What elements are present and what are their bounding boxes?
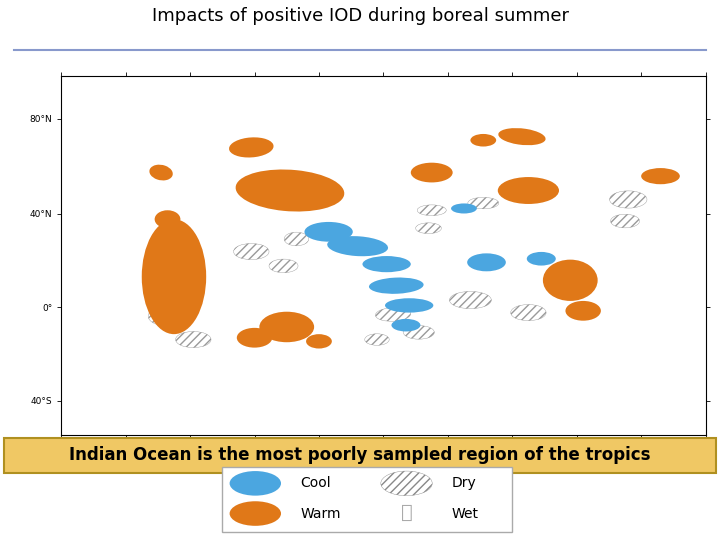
Ellipse shape [362,256,411,272]
Ellipse shape [269,259,298,273]
Ellipse shape [498,177,559,204]
Ellipse shape [237,328,272,348]
Ellipse shape [365,334,390,345]
Text: Cool: Cool [301,476,331,490]
Ellipse shape [230,471,281,496]
Ellipse shape [392,319,420,332]
Ellipse shape [610,191,647,208]
Ellipse shape [305,222,353,242]
Ellipse shape [148,306,187,326]
Ellipse shape [415,223,441,234]
Ellipse shape [284,232,309,246]
Ellipse shape [385,298,433,313]
Ellipse shape [375,307,410,321]
FancyBboxPatch shape [222,467,513,532]
Ellipse shape [176,332,211,348]
Text: Wet: Wet [452,507,479,521]
Ellipse shape [142,219,206,334]
Ellipse shape [369,278,423,294]
Ellipse shape [527,252,556,266]
Ellipse shape [417,205,446,215]
Ellipse shape [235,170,344,212]
Ellipse shape [230,501,281,526]
Ellipse shape [233,244,269,260]
Ellipse shape [306,334,332,348]
Ellipse shape [411,163,453,183]
Ellipse shape [611,214,639,228]
Ellipse shape [327,236,388,256]
Ellipse shape [259,312,314,342]
Ellipse shape [155,210,181,228]
FancyBboxPatch shape [4,438,716,473]
Ellipse shape [229,137,274,158]
Ellipse shape [543,260,598,301]
Ellipse shape [468,197,499,209]
Text: Dry: Dry [452,476,477,490]
Ellipse shape [149,165,173,180]
Ellipse shape [510,305,546,321]
Text: Impacts of positive IOD during boreal summer: Impacts of positive IOD during boreal su… [151,7,569,25]
Ellipse shape [467,253,506,271]
Text: Warm: Warm [301,507,341,521]
Text: Indian Ocean is the most poorly sampled region of the tropics: Indian Ocean is the most poorly sampled … [69,446,651,464]
Ellipse shape [565,301,601,321]
Ellipse shape [449,292,491,309]
Text: 🌧: 🌧 [400,503,413,522]
Ellipse shape [642,168,680,184]
Ellipse shape [498,128,546,145]
Ellipse shape [470,134,496,146]
Ellipse shape [381,471,432,496]
Ellipse shape [403,326,434,339]
Ellipse shape [451,204,477,213]
